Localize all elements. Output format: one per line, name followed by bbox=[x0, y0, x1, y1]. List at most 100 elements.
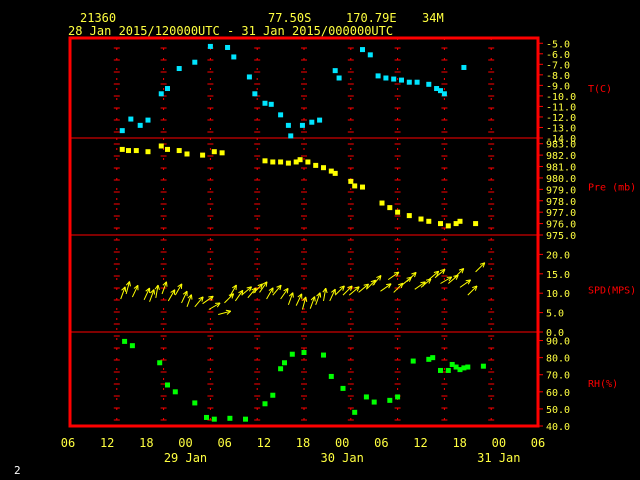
pressure-point bbox=[200, 152, 206, 158]
pressure-point bbox=[285, 160, 291, 166]
header-lat: 77.50S bbox=[268, 11, 312, 25]
rh-point bbox=[262, 401, 268, 407]
wind-arrow bbox=[315, 292, 322, 306]
rh-point bbox=[461, 365, 467, 371]
wind-arrow bbox=[380, 283, 392, 292]
rh-point bbox=[410, 358, 416, 364]
wind-arrow bbox=[434, 268, 446, 279]
temperature-point bbox=[391, 76, 397, 82]
rh-point bbox=[321, 352, 326, 358]
wind-arrow bbox=[301, 296, 308, 310]
wind-arrow bbox=[372, 275, 382, 286]
wind-arrow bbox=[420, 278, 432, 288]
wind-arrow bbox=[218, 309, 232, 316]
wind-arrow bbox=[154, 284, 160, 298]
temperature-point bbox=[231, 54, 237, 60]
x-date-label: 29 Jan bbox=[164, 451, 207, 465]
pressure-point bbox=[270, 159, 276, 165]
rh-point bbox=[453, 364, 459, 370]
temperature-point bbox=[176, 66, 182, 72]
rh-point bbox=[445, 367, 451, 373]
rh-point bbox=[328, 373, 334, 379]
x-tick-label: 18 bbox=[452, 436, 466, 450]
pressure-point bbox=[321, 165, 326, 171]
pressure-point bbox=[379, 200, 385, 206]
x-tick-label: 00 bbox=[492, 436, 506, 450]
header-period: 28 Jan 2015/120000UTC - 31 Jan 2015/0000… bbox=[68, 24, 394, 38]
temperature-point bbox=[434, 86, 440, 92]
temperature-point bbox=[414, 79, 420, 85]
temperature-point bbox=[406, 79, 412, 85]
temperature-point bbox=[299, 122, 305, 128]
wind-arrow bbox=[149, 289, 156, 302]
y-tick-label: 90.0 bbox=[546, 337, 570, 348]
pressure-point bbox=[211, 149, 217, 155]
x-tick-label: 00 bbox=[335, 436, 349, 450]
wind-arrow bbox=[266, 287, 274, 300]
temperature-point bbox=[252, 91, 258, 97]
pressure-point bbox=[133, 148, 139, 154]
rh-point bbox=[465, 364, 471, 370]
pressure-point bbox=[158, 143, 164, 149]
pressure-point bbox=[293, 159, 299, 165]
pressure-point bbox=[438, 221, 443, 227]
y-tick-label: 15.0 bbox=[546, 270, 570, 281]
temperature-point bbox=[317, 117, 323, 123]
header-lon: 170.79E bbox=[346, 11, 397, 25]
y-tick-label: 80.0 bbox=[546, 354, 570, 365]
y-tick-label: 983.0 bbox=[546, 140, 576, 151]
wind-arrow bbox=[181, 290, 188, 304]
wind-arrow bbox=[167, 289, 176, 302]
wind-arrow bbox=[224, 293, 235, 304]
pressure-point bbox=[313, 162, 319, 168]
temperature-point bbox=[438, 88, 443, 94]
wind-arrow bbox=[174, 283, 183, 296]
x-tick-label: 06 bbox=[531, 436, 545, 450]
rh-point bbox=[227, 415, 233, 421]
rh-point bbox=[480, 363, 486, 369]
y-tick-label: 977.0 bbox=[546, 208, 576, 219]
rh-point bbox=[438, 367, 443, 373]
rh-point bbox=[371, 399, 377, 405]
y-tick-label: -14.0 bbox=[546, 134, 576, 145]
rh-point bbox=[363, 394, 369, 400]
rh-point bbox=[340, 385, 346, 391]
y-tick-label: 10.0 bbox=[546, 289, 570, 300]
wind-arrow bbox=[280, 287, 289, 300]
rh-point bbox=[122, 338, 128, 344]
wind-arrow bbox=[131, 284, 139, 298]
temperature-point bbox=[262, 100, 268, 106]
wind-arrow bbox=[120, 286, 127, 300]
pressure-point bbox=[360, 184, 365, 190]
y-tick-label: 981.0 bbox=[546, 163, 576, 174]
wind-arrow bbox=[295, 293, 303, 306]
temperature-point bbox=[158, 91, 164, 97]
rh-point bbox=[157, 360, 163, 366]
x-tick-label: 00 bbox=[178, 436, 192, 450]
y-tick-label: -5.0 bbox=[546, 39, 570, 50]
wind-arrow bbox=[467, 285, 478, 296]
rh-point bbox=[430, 355, 436, 361]
y-tick-label: 60.0 bbox=[546, 388, 570, 399]
temperature-point bbox=[360, 47, 365, 53]
wind-arrow bbox=[125, 281, 131, 295]
y-tick-label: -10.0 bbox=[546, 92, 576, 103]
rh-point bbox=[192, 400, 198, 406]
temperature-point bbox=[192, 59, 198, 65]
rh-point bbox=[172, 389, 178, 395]
x-tick-label: 06 bbox=[61, 436, 75, 450]
rh-point bbox=[278, 366, 284, 372]
rh-point bbox=[129, 343, 135, 349]
wind-arrow bbox=[234, 289, 244, 302]
panel-axis-label: Pre (mb) bbox=[588, 183, 636, 194]
temperature-point bbox=[288, 133, 294, 139]
y-tick-label: -6.0 bbox=[546, 50, 570, 61]
rh-point bbox=[204, 414, 209, 420]
temperature-point bbox=[128, 116, 134, 122]
temperature-point bbox=[145, 117, 151, 123]
wind-arrow bbox=[358, 283, 370, 293]
x-tick-label: 18 bbox=[139, 436, 153, 450]
y-tick-label: -7.0 bbox=[546, 60, 570, 71]
wind-arrow bbox=[329, 288, 336, 302]
wind-arrow bbox=[241, 286, 253, 296]
